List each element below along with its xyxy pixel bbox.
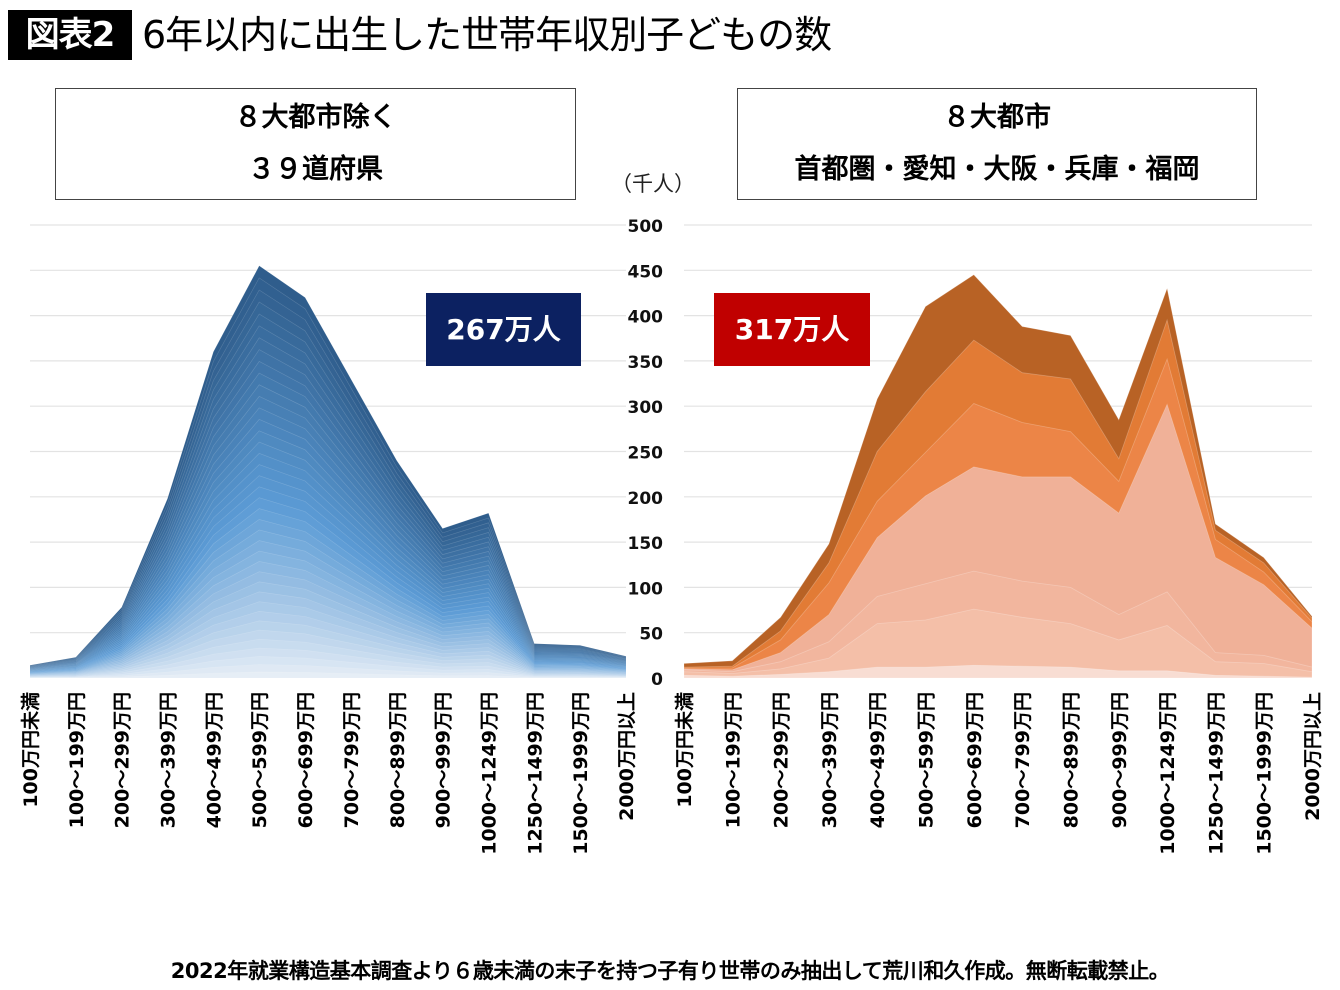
- page-title: 6年以内に出生した世帯年収別子どもの数: [142, 13, 832, 57]
- x-tick-label-right: 700～799万円: [1012, 692, 1034, 828]
- x-tick-label-left: 1250～1499万円: [524, 692, 546, 855]
- x-tick-label-right: 1250～1499万円: [1205, 692, 1227, 855]
- x-tick-label-left: 200～299万円: [112, 692, 134, 828]
- area-layer-left: [29, 664, 627, 679]
- x-tick-label-left: 100～199万円: [66, 692, 88, 828]
- figure-badge: 図表2: [8, 10, 132, 60]
- x-tick-label-right: 600～699万円: [964, 692, 986, 828]
- x-tick-label-left: 700～799万円: [341, 692, 363, 828]
- y-tick-label: 350: [628, 353, 664, 373]
- x-tick-label-right: 400～499万円: [867, 692, 889, 828]
- x-tick-label-right: 100～199万円: [722, 692, 744, 828]
- area-series-right: [683, 664, 1313, 679]
- x-tick-label-left: 800～899万円: [387, 692, 409, 828]
- x-tick-label-right: 500～599万円: [916, 692, 938, 828]
- total-badge-left: 267万人: [426, 293, 581, 366]
- x-tick-label-right: 1500～1999万円: [1254, 692, 1276, 855]
- x-tick-label-left: 100万円未満: [19, 692, 42, 808]
- x-tick-label-right: 1000～1249万円: [1157, 692, 1179, 855]
- y-tick-label: 250: [628, 444, 664, 464]
- panel-title-right: ８大都市 首都圏・愛知・大阪・兵庫・福岡: [737, 88, 1257, 200]
- panel-title-left: ８大都市除く ３９道府県: [55, 88, 576, 200]
- source-footnote: 2022年就業構造基本調査より６歳未満の末子を持つ子有り世帯のみ抽出して荒川和久…: [170, 959, 1170, 983]
- x-tick-label-right: 300～399万円: [819, 692, 841, 828]
- panel-title-left-line1: ８大都市除く: [234, 102, 397, 133]
- x-tick-label-left: 600～699万円: [295, 692, 317, 828]
- y-tick-label: 300: [628, 398, 664, 418]
- area-series-right: [683, 608, 1313, 679]
- x-tick-label-left: 300～399万円: [158, 692, 180, 828]
- y-tick-label: 50: [639, 625, 663, 645]
- x-tick-label-left: 500～599万円: [249, 692, 271, 828]
- x-tick-label-right: 200～299万円: [771, 692, 793, 828]
- x-tick-label-right: 900～999万円: [1109, 692, 1131, 828]
- total-badge-right: 317万人: [714, 293, 870, 366]
- y-axis-unit-label: （千人）: [611, 172, 695, 196]
- panel-title-right-line2: 首都圏・愛知・大阪・兵庫・福岡: [794, 154, 1200, 185]
- x-tick-label-right: 100万円未満: [673, 692, 696, 808]
- x-tick-label-right: 800～899万円: [1060, 692, 1082, 828]
- y-tick-label: 200: [628, 489, 664, 509]
- y-tick-label: 0: [651, 670, 663, 690]
- y-tick-label: 150: [628, 534, 664, 554]
- x-tick-label-left: 900～999万円: [433, 692, 455, 828]
- y-tick-label: 100: [628, 579, 664, 599]
- x-tick-label-right: 2000万円以上: [1302, 692, 1324, 821]
- x-tick-label-left: 400～499万円: [203, 692, 225, 828]
- y-tick-label: 450: [628, 262, 664, 282]
- x-tick-label-left: 1000～1249万円: [478, 692, 500, 855]
- area-layer-left: [29, 671, 627, 679]
- y-tick-label: 500: [628, 217, 664, 237]
- x-tick-label-left: 2000万円以上: [616, 692, 638, 821]
- panel-title-left-line2: ３９道府県: [248, 154, 383, 185]
- y-tick-label: 400: [628, 308, 664, 328]
- panel-title-right-line1: ８大都市: [943, 102, 1051, 133]
- x-tick-label-left: 1500～1999万円: [570, 692, 592, 855]
